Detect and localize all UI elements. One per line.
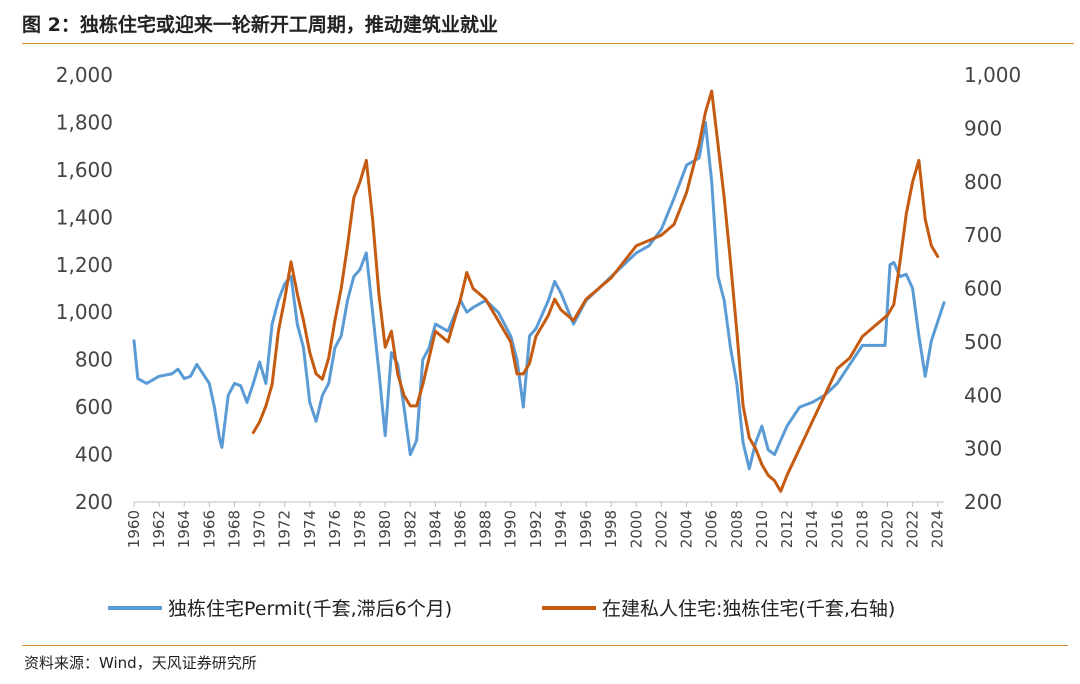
x-tick-label: 2000 bbox=[627, 510, 645, 548]
bottom-rule bbox=[22, 645, 1068, 646]
right-tick-label: 700 bbox=[964, 223, 1002, 247]
right-tick-label: 400 bbox=[964, 383, 1002, 407]
left-tick-label: 1,600 bbox=[56, 158, 113, 182]
x-tick-label: 1992 bbox=[527, 510, 545, 548]
x-tick-label: 2010 bbox=[753, 510, 771, 548]
x-tick-label: 1998 bbox=[602, 510, 620, 548]
x-tick-label: 1964 bbox=[175, 510, 193, 548]
x-tick-label: 2020 bbox=[878, 510, 896, 548]
left-tick-label: 1,800 bbox=[56, 110, 113, 134]
x-tick-label: 1972 bbox=[276, 510, 294, 548]
series-layer bbox=[132, 89, 946, 493]
left-tick-label: 1,000 bbox=[56, 300, 113, 324]
x-tick-label: 2024 bbox=[929, 510, 947, 548]
right-tick-label: 1,000 bbox=[964, 63, 1021, 87]
left-tick-label: 1,400 bbox=[56, 205, 113, 229]
x-tick-label: 1966 bbox=[200, 510, 218, 548]
x-tick-label: 2016 bbox=[828, 510, 846, 548]
right-tick-label: 900 bbox=[964, 116, 1002, 140]
right-tick-label: 500 bbox=[964, 330, 1002, 354]
x-tick-label: 1960 bbox=[125, 510, 143, 548]
legend-item-under-construction-label: 在建私人住宅:独栋住宅(千套,右轴) bbox=[602, 598, 895, 620]
x-tick-label: 1988 bbox=[477, 510, 495, 548]
x-tick-label: 1982 bbox=[401, 510, 419, 548]
series-line-under-construction bbox=[251, 89, 940, 493]
left-tick-label: 1,200 bbox=[56, 253, 113, 277]
x-tick-label: 2008 bbox=[728, 510, 746, 548]
x-tick-label: 1984 bbox=[426, 510, 444, 548]
left-tick-label: 2,000 bbox=[56, 63, 113, 87]
legend-item-permit-label: 独栋住宅Permit(千套,滞后6个月) bbox=[168, 598, 452, 620]
source-note: 资料来源：Wind，天风证券研究所 bbox=[24, 654, 257, 672]
x-tick-label: 2014 bbox=[803, 510, 821, 548]
right-tick-label: 300 bbox=[964, 437, 1002, 461]
x-tick-label: 2022 bbox=[904, 510, 922, 548]
left-tick-label: 400 bbox=[75, 443, 113, 467]
right-tick-label: 600 bbox=[964, 277, 1002, 301]
x-tick-label: 2002 bbox=[652, 510, 670, 548]
x-tick-label: 1994 bbox=[552, 510, 570, 548]
top-rule-right bbox=[1040, 43, 1074, 44]
right-tick-label: 800 bbox=[964, 170, 1002, 194]
x-tick-label: 1970 bbox=[251, 510, 269, 548]
x-tick-label: 2018 bbox=[853, 510, 871, 548]
left-tick-label: 600 bbox=[75, 395, 113, 419]
x-tick-label: 1986 bbox=[452, 510, 470, 548]
x-tick-label: 2012 bbox=[778, 510, 796, 548]
x-tick-label: 1974 bbox=[301, 510, 319, 548]
series-line-permit bbox=[132, 120, 946, 471]
x-axis-ticks: 1960 1962 1964 1966 1968 1970 1972 1974 1976 1978… bbox=[125, 502, 947, 548]
chart-title: 图 2：独栋住宅或迎来一轮新开工周期，推动建筑业就业 bbox=[22, 14, 498, 36]
left-tick-label: 800 bbox=[75, 348, 113, 372]
x-tick-label: 1968 bbox=[225, 510, 243, 548]
x-tick-label: 1990 bbox=[502, 510, 520, 548]
top-rule bbox=[22, 43, 1042, 44]
line-chart: 200 400 600 800 1,000 1,200 1,400 1,600 1,800 2,0… bbox=[56, 63, 1022, 620]
x-tick-label: 1976 bbox=[326, 510, 344, 548]
right-axis-ticks: 200 300 400 500 600 700 800 900 1,000 bbox=[964, 63, 1021, 514]
x-tick-label: 1980 bbox=[376, 510, 394, 548]
x-tick-label: 1978 bbox=[351, 510, 369, 548]
x-tick-label: 2004 bbox=[678, 510, 696, 548]
x-tick-label: 1996 bbox=[577, 510, 595, 548]
x-tick-label: 1962 bbox=[150, 510, 168, 548]
right-tick-label: 200 bbox=[964, 490, 1002, 514]
left-tick-label: 200 bbox=[75, 490, 113, 514]
left-axis-ticks: 200 400 600 800 1,000 1,200 1,400 1,600 1,800 2,0… bbox=[56, 63, 113, 514]
x-tick-label: 2006 bbox=[703, 510, 721, 548]
legend: 独栋住宅Permit(千套,滞后6个月) 在建私人住宅:独栋住宅(千套,右轴) bbox=[108, 598, 895, 620]
